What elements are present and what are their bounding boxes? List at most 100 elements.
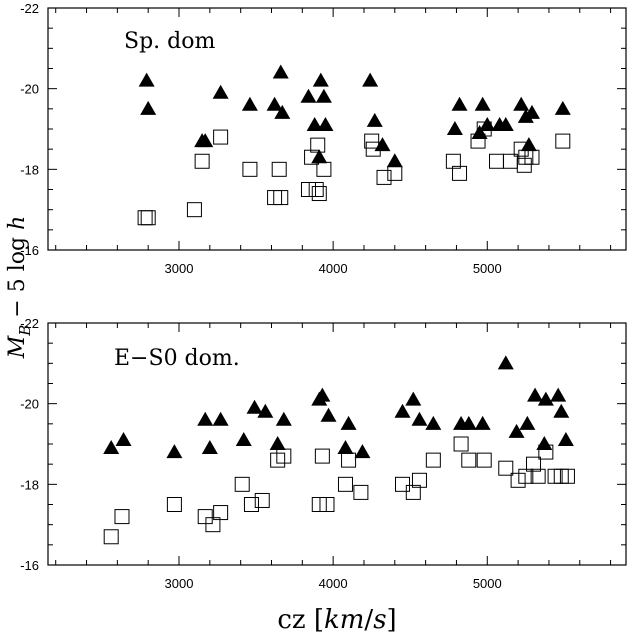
tick-marks	[48, 322, 626, 566]
triangle-point	[553, 403, 570, 418]
square-point	[489, 153, 505, 169]
square-point	[234, 476, 250, 492]
square-point	[530, 468, 546, 484]
triangle-point	[275, 411, 292, 426]
triangle-point	[537, 391, 554, 406]
square-point	[314, 448, 330, 464]
triangle-point	[340, 415, 357, 430]
square-point	[194, 153, 210, 169]
square-point	[166, 497, 182, 512]
square-point	[337, 476, 353, 492]
square-point	[213, 505, 229, 521]
triangle-point	[311, 149, 328, 164]
square-point	[405, 484, 421, 500]
triangle-point	[374, 137, 391, 152]
triangle-point	[527, 387, 544, 402]
triangle-point	[212, 84, 229, 99]
square-point	[197, 509, 213, 525]
panel-early-type-dominated: E−S0 dom. -16 -18 -20 -22 3000 4000 5000	[20, 316, 627, 591]
square-point	[538, 444, 554, 460]
triangle-point	[519, 415, 536, 430]
x-tick-label: 4000	[319, 576, 348, 591]
square-point	[411, 472, 427, 488]
tick-marks	[48, 7, 626, 251]
triangle-point	[274, 104, 291, 119]
y-tick-label: -16	[20, 558, 39, 573]
x-tick-label: 3000	[165, 261, 194, 276]
square-point	[310, 137, 326, 153]
square-point	[365, 141, 381, 157]
square-point	[242, 161, 258, 177]
y-tick-label: -20	[20, 82, 39, 97]
x-tick-label: 3000	[165, 576, 194, 591]
triangle-point	[460, 415, 477, 430]
y-tick-label: -16	[20, 243, 39, 258]
triangle-point	[306, 116, 323, 131]
y-tick-label: -22	[20, 316, 39, 331]
square-point	[425, 452, 441, 468]
square-point	[186, 202, 202, 218]
triangle-point	[474, 415, 491, 430]
triangle-point	[138, 72, 155, 87]
square-point	[364, 133, 380, 149]
square-point	[518, 149, 534, 165]
square-point	[267, 190, 283, 206]
square-point	[553, 468, 569, 484]
triangle-point	[315, 88, 332, 103]
square-point	[555, 133, 571, 149]
square-point	[273, 190, 289, 206]
triangle-point	[557, 431, 574, 446]
triangle-point	[314, 387, 331, 402]
triangle-point	[320, 407, 337, 422]
square-point	[205, 517, 221, 533]
triangle-point	[212, 411, 229, 426]
triangle-point	[386, 153, 403, 168]
y-tick-label: -18	[20, 477, 39, 492]
square-point	[498, 460, 514, 476]
square-point	[526, 456, 542, 472]
square-point	[311, 497, 327, 512]
square-point	[271, 161, 287, 177]
triangle-point	[536, 436, 553, 450]
y-axis-title: MB − 5 log h	[5, 216, 34, 360]
x-tick-label: 4000	[319, 261, 348, 276]
triangle-point	[497, 355, 514, 370]
square-point	[341, 452, 357, 468]
triangle-point	[201, 440, 218, 455]
triangle-point	[446, 121, 463, 135]
triangle-point	[337, 440, 354, 455]
triangle-point	[425, 415, 442, 430]
triangle-point	[394, 403, 411, 418]
triangle-point	[366, 112, 383, 127]
triangle-point	[197, 133, 214, 148]
square-point	[516, 157, 532, 173]
square-point	[308, 182, 324, 197]
triangle-point	[257, 403, 274, 418]
triangle-point	[197, 411, 214, 426]
square-point	[510, 472, 526, 488]
square-point	[453, 436, 469, 452]
triangle-point	[272, 64, 289, 79]
square-point	[213, 129, 229, 145]
triangle-point	[451, 96, 468, 111]
square-point	[513, 141, 529, 157]
triangle-point	[520, 137, 537, 152]
data-marks	[137, 64, 571, 226]
square-point	[470, 133, 486, 149]
triangle-point	[523, 104, 540, 119]
square-point	[445, 153, 461, 169]
square-point	[311, 186, 327, 202]
square-point	[461, 452, 477, 468]
triangle-point	[103, 440, 120, 455]
triangle-point	[554, 100, 571, 115]
square-point	[276, 448, 292, 464]
panel-spiral-dominated: Sp. dom -16 -18 -20 -22 3000 4000 5000	[20, 1, 627, 276]
triangle-point	[269, 436, 286, 450]
triangle-point	[166, 444, 183, 459]
square-point	[395, 476, 411, 492]
triangle-point	[241, 96, 258, 111]
y-tick-label: -20	[20, 397, 39, 412]
triangle-point	[246, 399, 263, 414]
y-tick-label: -18	[20, 162, 39, 177]
